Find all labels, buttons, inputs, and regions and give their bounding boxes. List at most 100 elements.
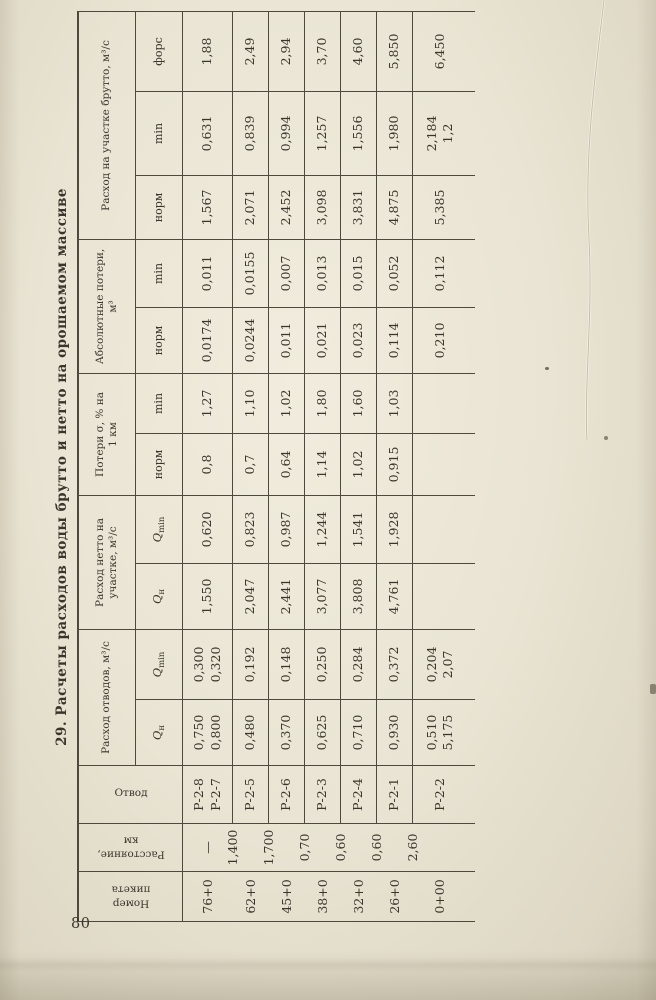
table-cell: 2,441: [268, 563, 305, 630]
table-cell: [412, 563, 467, 630]
table-cell: Р-2-5: [232, 765, 269, 824]
subheader-abs-norm: норм: [135, 307, 183, 374]
table-cell: Р-2-8 Р-2-7: [182, 765, 233, 824]
table-cell: 4,761: [376, 563, 413, 630]
table-cell: 0,210: [412, 307, 467, 374]
distance-value: 2,60: [405, 833, 420, 862]
table-cell: 5,385: [412, 175, 467, 240]
table-cell: 0,300 0,320: [182, 629, 233, 700]
table-cell: 0,250: [304, 629, 341, 700]
table-cell: 3,098: [304, 175, 341, 240]
table-cell: 0,915: [376, 433, 413, 496]
table-cell: 3,70: [304, 11, 341, 92]
table-cell: Р-2-2: [412, 765, 467, 824]
subheader-brutto-min: min: [135, 91, 183, 176]
table-cell: 2,49: [232, 11, 269, 92]
table-cell: 4,60: [340, 11, 377, 92]
table-cell: 1,244: [304, 495, 341, 564]
header-otvod-label: Отвод: [113, 787, 148, 800]
header-picket-number-label: Номер пикета: [111, 884, 150, 911]
paper-crease: [585, 0, 606, 440]
table-cell: 0,204 2,07: [412, 629, 467, 700]
distance-value: 0,70: [297, 833, 312, 862]
ink-speck: [604, 436, 608, 440]
distance-value: 1,400: [225, 829, 240, 866]
table-cell: 3,808: [340, 563, 377, 630]
table-cell: 0,987: [268, 495, 305, 564]
header-group-losses-percent: Потери σ, % на 1 км: [78, 373, 136, 496]
table-cell: 4,875: [376, 175, 413, 240]
table-cell: 0,007: [268, 239, 305, 308]
table-cell: 0,64: [268, 433, 305, 496]
table-cell: 0,284: [340, 629, 377, 700]
table-cell: 0,823: [232, 495, 269, 564]
header-distance: Расстояние, км: [78, 823, 183, 872]
table-cell: 0,710: [340, 699, 377, 766]
table-cell: 1,550: [182, 563, 233, 630]
picket-value: 26+0: [387, 879, 402, 914]
header-group-net-discharge: Расход нетто на участке, м³/с: [78, 495, 136, 630]
table-cell: 1,980: [376, 91, 413, 176]
table-cell: 0,631: [182, 91, 233, 176]
table-cell: 2,184 1,2: [412, 91, 467, 176]
header-otvod: Отвод: [78, 765, 183, 824]
table-cell: Р-2-4: [340, 765, 377, 824]
picket-value: 0+00: [432, 879, 447, 914]
distance-value: 0,60: [369, 833, 384, 862]
header-distance-label: Расстояние, км: [96, 835, 165, 862]
table-cell: 1,80: [304, 373, 341, 434]
subheader-abs-min: min: [135, 239, 183, 308]
table-cell: 1,60: [340, 373, 377, 434]
table-cell: Р-2-1: [376, 765, 413, 824]
table-cell: 0,372: [376, 629, 413, 700]
table-cell: 0,625: [304, 699, 341, 766]
table-cell: [412, 433, 467, 496]
header-group-otvod-discharge: Расход отводов, м³/с: [78, 629, 136, 766]
table-cell: 0,839: [232, 91, 269, 176]
table-cell: 3,077: [304, 563, 341, 630]
table-cell: 6,450: [412, 11, 467, 92]
table-cell: 0,011: [268, 307, 305, 374]
table-cell: [412, 373, 467, 434]
table-cell: 1,14: [304, 433, 341, 496]
table-cell: 0,0244: [232, 307, 269, 374]
table-cell: 1,02: [340, 433, 377, 496]
distance-column: — 1,400 1,700 0,70 0,60 0,60 2,60: [182, 823, 475, 872]
table-cell: [412, 495, 467, 564]
page-edge-mark: [650, 684, 656, 694]
subheader-poteri-norm: норм: [135, 433, 183, 496]
table-cell: 2,071: [232, 175, 269, 240]
table-cell: 2,452: [268, 175, 305, 240]
subheader-qn-otvod: Qн: [135, 699, 183, 766]
distance-value: 0,60: [333, 833, 348, 862]
table-cell: 1,541: [340, 495, 377, 564]
table-cell: 2,94: [268, 11, 305, 92]
table-cell: 2,047: [232, 563, 269, 630]
table-cell: 0,0155: [232, 239, 269, 308]
table-cell: 0,015: [340, 239, 377, 308]
table-cell: Р-2-3: [304, 765, 341, 824]
distance-value: 1,700: [261, 829, 276, 866]
page-number: 80: [71, 916, 91, 932]
table-cell: 1,556: [340, 91, 377, 176]
header-group-gross-discharge: Расход на участке брутто, м³/с: [78, 11, 136, 240]
table-cell: 1,567: [182, 175, 233, 240]
ink-speck: [545, 367, 549, 370]
table-cell: 0,750 0,800: [182, 699, 233, 766]
table-cell: 0,112: [412, 239, 467, 308]
rotated-table-block: 29. Расчеты расходов воды брутто и нетто…: [54, 10, 475, 922]
picket-value: 32+0: [351, 879, 366, 914]
table-cell: 0,994: [268, 91, 305, 176]
distance-value: —: [200, 841, 215, 854]
table-cell: Р-2-6: [268, 765, 305, 824]
table-cell: 0,0174: [182, 307, 233, 374]
table-cell: 0,011: [182, 239, 233, 308]
picket-column: 76+0 62+0 45+0 38+0 32+0 26+0 0+00: [182, 871, 475, 922]
table-cell: 0,620: [182, 495, 233, 564]
table-cell: 5,850: [376, 11, 413, 92]
picket-value: 45+0: [279, 879, 294, 914]
table-cell: 3,831: [340, 175, 377, 240]
table-cell: 1,27: [182, 373, 233, 434]
table-cell: 0,480: [232, 699, 269, 766]
subheader-brutto-fors: форс: [135, 11, 183, 92]
